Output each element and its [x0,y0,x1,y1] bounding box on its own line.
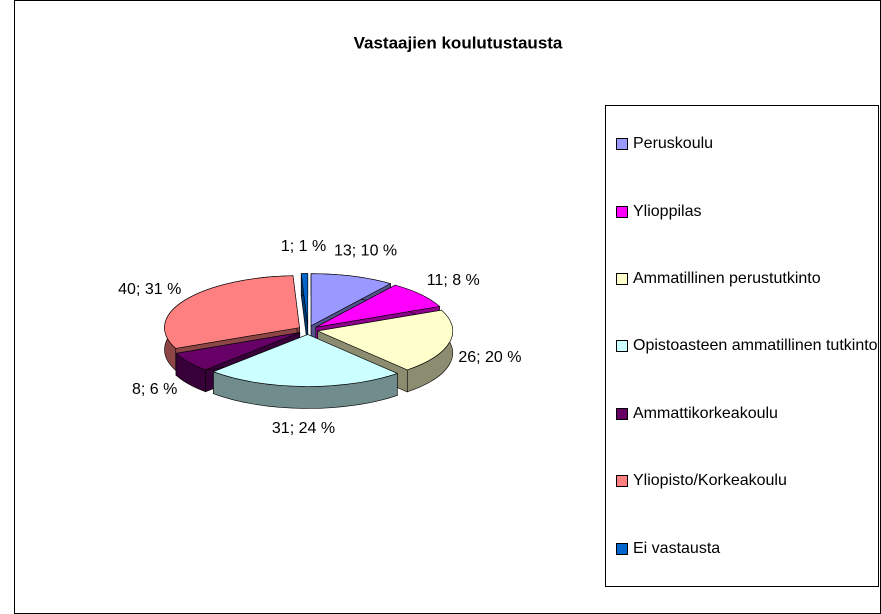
legend-item: Ei vastausta [616,538,878,559]
legend-swatch [616,475,628,488]
legend-swatch [616,205,628,218]
legend-label: Peruskoulu [633,135,714,153]
slice [310,273,392,327]
legend-item: Yliopisto/Korkeakoulu [616,470,878,491]
legend-item: Ammattikorkeakoulu [616,403,878,424]
legend-label: Ei vastausta [633,539,721,557]
legend-swatch [616,273,628,286]
legend-label: Yliopisto/Korkeakoulu [633,472,787,490]
legend-label: Opistoasteen ammatillinen tutkinto [633,337,878,355]
legend-swatch [616,138,628,151]
slice [315,284,441,328]
data-label: 13; 10 % [334,243,397,260]
slice [300,273,309,326]
legend-swatch [616,340,628,353]
data-label: 26; 20 % [458,349,521,366]
slice [212,334,399,387]
legend-item: Ammatillinen perustutkinto [616,268,878,289]
legend-label: Ammatillinen perustutkinto [633,270,821,288]
legend: Peruskoulu Ylioppilas Ammatillinen perustu… [605,105,879,587]
legend-label: Ylioppilas [633,202,702,220]
slice [164,275,300,349]
data-label: 8; 6 % [132,381,177,398]
data-label: 1; 1 % [281,238,326,255]
data-label: 40; 31 % [118,281,181,298]
legend-swatch [616,542,628,555]
legend-item: Peruskoulu [616,133,878,154]
slice [175,332,300,371]
chart-title: Vastaajien koulutustausta [354,33,563,52]
slice [316,309,454,371]
legend-swatch [616,407,628,420]
data-label: 11; 8 % [427,272,480,289]
legend-item: Opistoasteen ammatillinen tutkinto [616,335,878,356]
legend-item: Ylioppilas [616,201,878,222]
legend-label: Ammattikorkeakoulu [633,404,778,422]
data-label: 31; 24 % [272,420,335,437]
